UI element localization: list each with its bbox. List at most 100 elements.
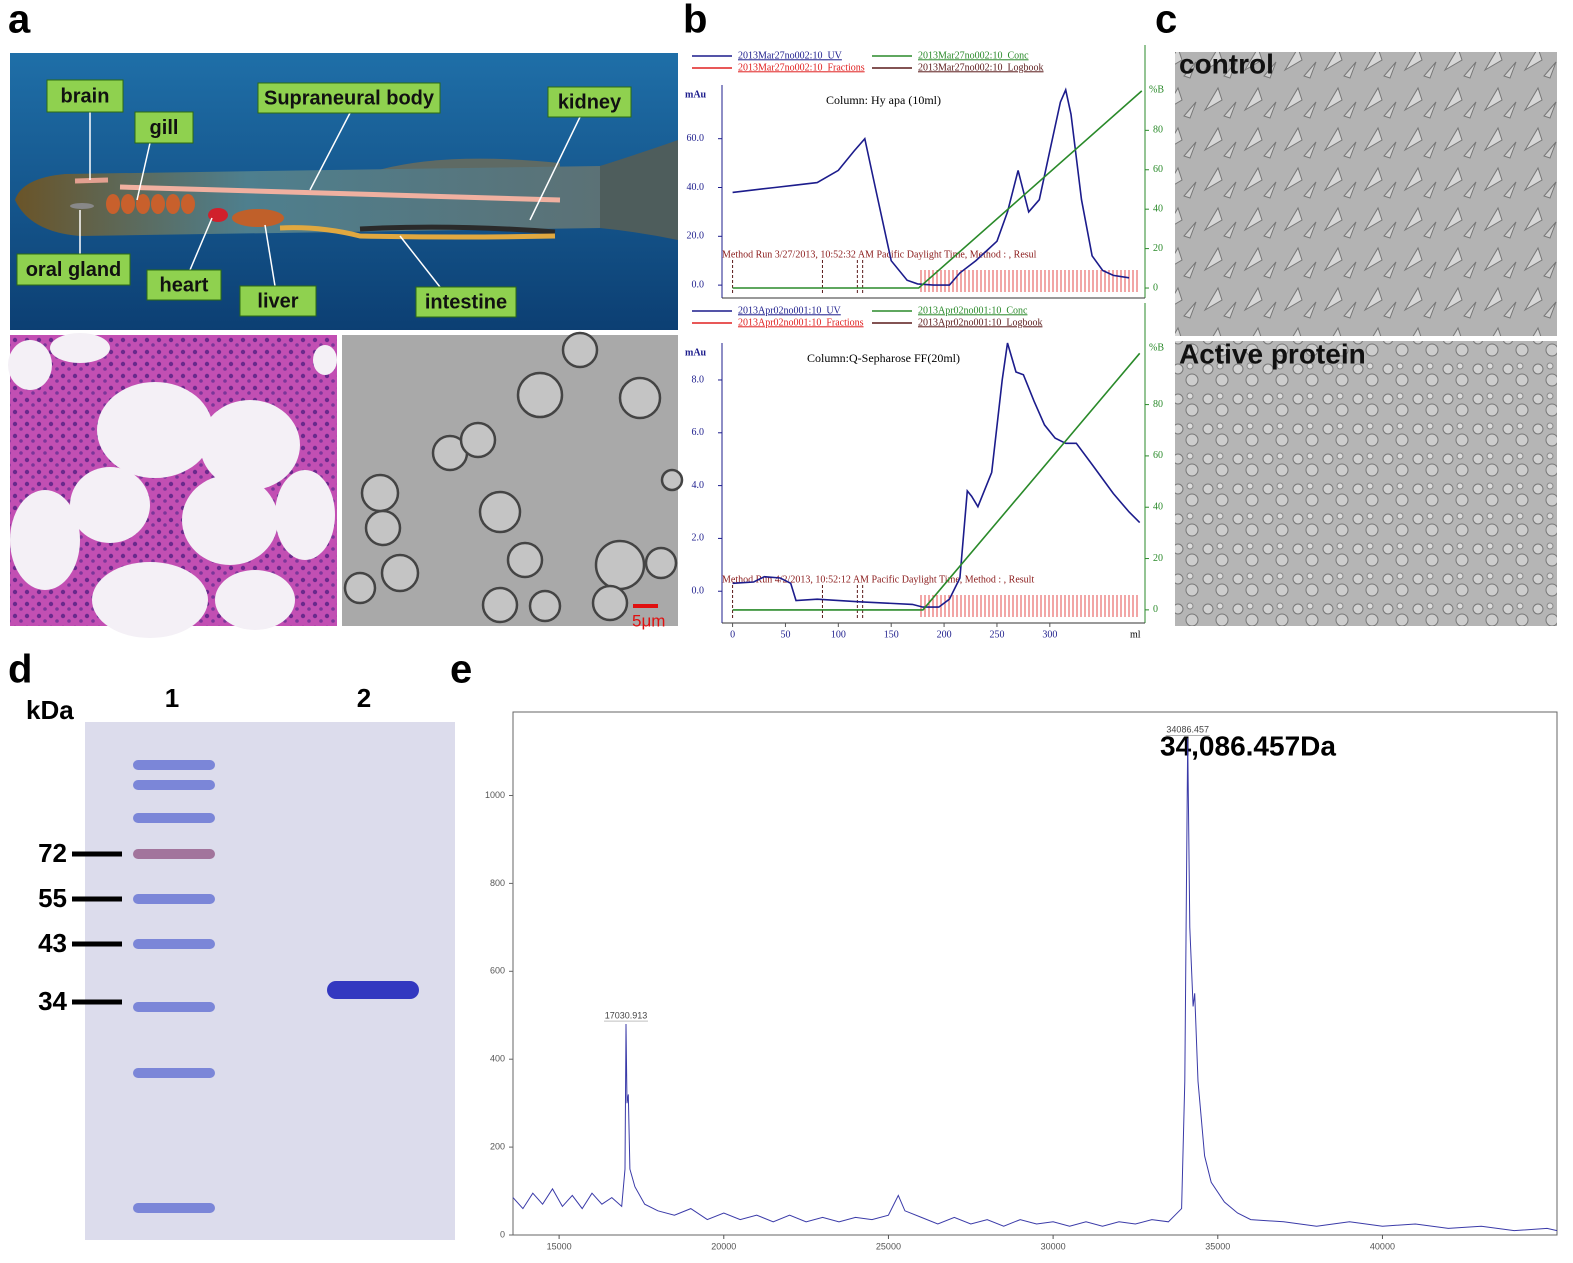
legend-label: 2013Apr02no001:10_Fractions	[738, 317, 864, 328]
cell	[343, 571, 377, 605]
organ-label-box	[239, 285, 317, 317]
y-tick-label: 200	[490, 1141, 505, 1151]
organ-label-box	[134, 111, 194, 144]
vacuole	[182, 475, 278, 565]
data-line	[732, 342, 1141, 608]
kidney-organ	[359, 224, 556, 235]
organ-label-box	[46, 79, 124, 113]
fractions-region	[917, 270, 1140, 292]
condition-label: Active protein	[1179, 338, 1366, 369]
y-tick-label: 2.0	[692, 533, 705, 544]
chart-title: Column:Q-Sepharose FF(20ml)	[807, 351, 960, 365]
y-tick-label: 800	[490, 878, 505, 888]
pointer-line	[189, 217, 213, 271]
intestine-organ	[279, 225, 556, 240]
data-line	[732, 352, 1141, 611]
x-tick-label: 100	[831, 629, 846, 640]
lane-label: 2	[357, 683, 371, 713]
y2-tick-label: 80	[1153, 125, 1163, 136]
y-tick-label: 0.0	[692, 279, 705, 290]
vacuole	[70, 467, 150, 543]
x-tick-label: 25000	[876, 1241, 901, 1251]
data-line	[732, 90, 1143, 289]
gill-pouch	[106, 194, 120, 214]
cell	[360, 473, 400, 513]
organ-label-box	[146, 269, 222, 301]
vacuole	[313, 345, 337, 375]
y2-tick-label: 80	[1153, 399, 1163, 410]
ladder-band	[133, 1002, 215, 1012]
cell	[364, 509, 402, 547]
marker-label: 55	[38, 883, 67, 913]
cell	[561, 331, 599, 369]
cell	[528, 589, 562, 623]
liver-organ	[232, 209, 284, 227]
heart-organ	[208, 208, 228, 222]
brain-organ	[74, 177, 109, 184]
lane-label: 1	[165, 683, 179, 713]
y-tick-label: 8.0	[692, 374, 705, 385]
organ-label-box	[547, 86, 632, 118]
y-tick-label: 400	[490, 1054, 505, 1064]
y-axis-label: mAu	[685, 89, 707, 100]
oral-gland	[70, 203, 94, 209]
cell	[481, 586, 519, 624]
control-image	[1175, 52, 1557, 336]
y2-axis-label: %B	[1149, 342, 1164, 353]
scale-bar	[633, 604, 658, 608]
y-tick-label: 40.0	[687, 182, 705, 193]
y2-tick-label: 0	[1153, 604, 1158, 615]
ladder-band	[133, 1203, 215, 1213]
organ-label: oral gland	[26, 259, 122, 281]
organ-label: kidney	[558, 91, 622, 113]
cell	[380, 553, 420, 593]
cell	[644, 546, 678, 580]
ladder-band	[133, 813, 215, 823]
x-tick-label: 250	[989, 629, 1004, 640]
ladder-band	[133, 760, 215, 770]
protein-band	[327, 981, 419, 999]
cell	[478, 490, 522, 534]
vacuole	[92, 562, 208, 638]
supraneural	[119, 184, 561, 203]
y2-tick-label: 60	[1153, 450, 1163, 461]
organ-label: heart	[160, 274, 209, 296]
panel-label: e	[450, 648, 472, 692]
y2-tick-label: 40	[1153, 203, 1163, 214]
legend-label: 2013Apr02no001:10_Logbook	[918, 317, 1042, 328]
x-tick-label: 15000	[547, 1241, 572, 1251]
chart-title: Column: Hy apa (10ml)	[826, 93, 941, 107]
x-tick-label: 40000	[1370, 1241, 1395, 1251]
ladder-band	[133, 939, 215, 949]
peak-label: 34086.457	[1166, 725, 1209, 735]
pointer-line	[529, 116, 581, 221]
vacuole	[275, 470, 335, 560]
x-tick-label: 20000	[711, 1241, 736, 1251]
condition-label: control	[1179, 48, 1274, 79]
y2-tick-label: 20	[1153, 553, 1163, 564]
panel-label: b	[683, 0, 707, 42]
legend-label: 2013Apr02no001:10_Conc	[918, 305, 1028, 316]
method-annotation: Method Run 4/2/2013, 10:52:12 AM Pacific…	[722, 574, 1034, 585]
y-tick-label: 600	[490, 966, 505, 976]
legend-label: 2013Mar27no002:10_UV	[738, 50, 843, 61]
panel-label: a	[8, 0, 31, 42]
legend-label: 2013Mar27no002:10_Fractions	[738, 62, 865, 73]
tail-fin	[600, 140, 678, 240]
legend-label: 2013Mar27no002:10_Conc	[918, 50, 1029, 61]
x-tick-label: 200	[937, 629, 952, 640]
cell	[516, 371, 564, 419]
cell	[660, 468, 684, 492]
x-tick-label: 300	[1042, 629, 1057, 640]
gill-pouch	[151, 194, 165, 214]
organ-label: intestine	[425, 291, 507, 313]
legend-label: 2013Mar27no002:10_Logbook	[918, 62, 1044, 73]
pointer-line	[309, 112, 351, 191]
legend-label: 2013Apr02no001:10_UV	[738, 305, 842, 316]
y-tick-label: 4.0	[692, 480, 705, 491]
scale-bar-label: 5μm	[632, 611, 665, 630]
vacuole	[215, 570, 295, 630]
organ-label: Supraneural body	[264, 87, 435, 109]
unit-label: kDa	[26, 695, 74, 725]
